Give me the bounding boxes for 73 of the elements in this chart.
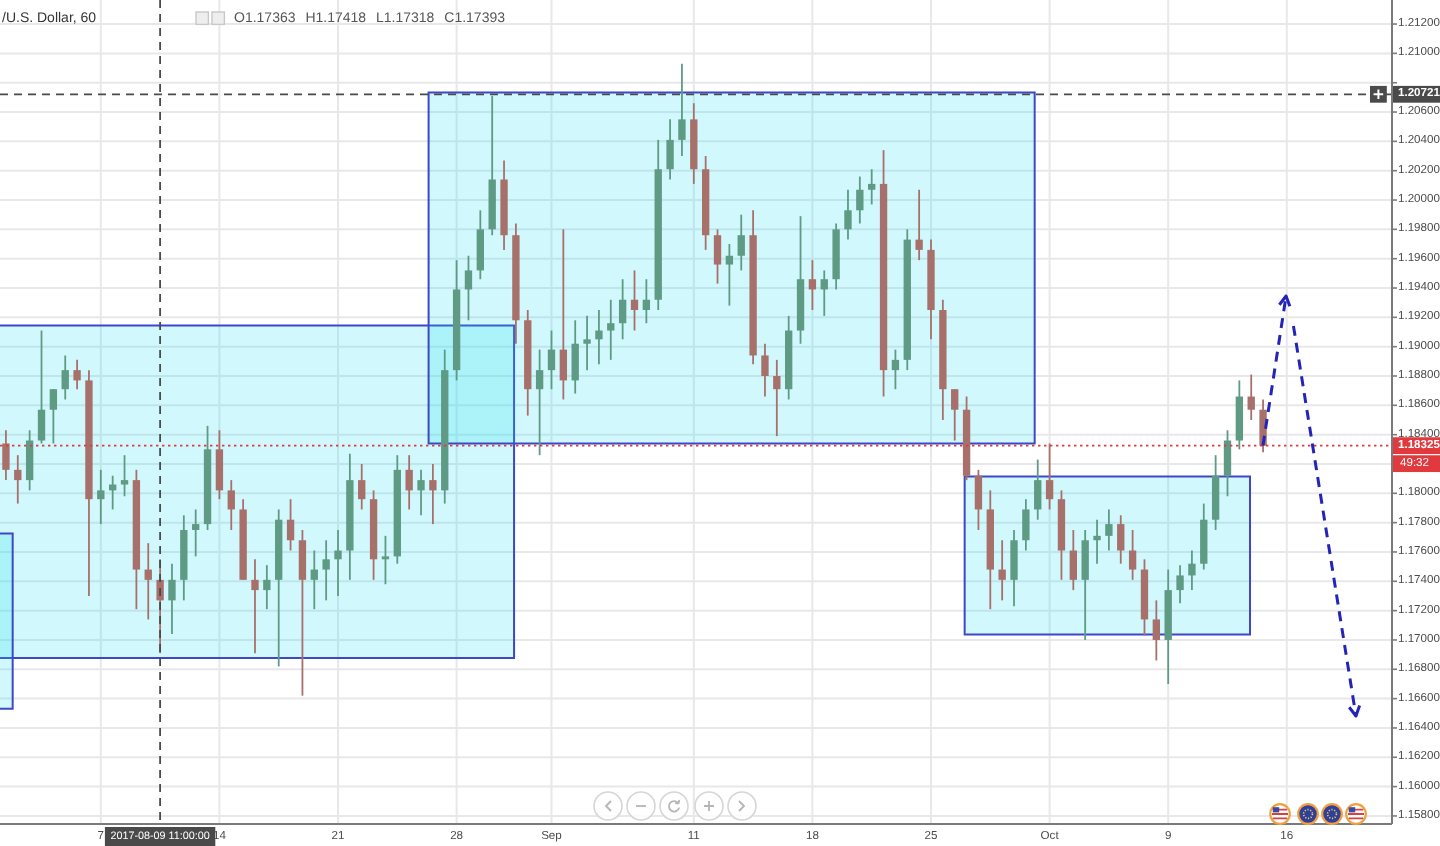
candlestick bbox=[547, 329, 556, 391]
candlestick bbox=[1128, 529, 1137, 581]
candlestick bbox=[168, 562, 176, 635]
candlestick bbox=[192, 508, 200, 558]
candlestick bbox=[998, 539, 1006, 602]
candlestick bbox=[844, 188, 852, 241]
candlestick bbox=[618, 278, 627, 341]
candlestick bbox=[429, 463, 437, 526]
candlestick bbox=[630, 269, 639, 332]
candlestick bbox=[820, 269, 828, 317]
candlestick bbox=[417, 468, 425, 517]
candlestick bbox=[891, 348, 900, 391]
candlestick bbox=[215, 429, 224, 501]
candlestick bbox=[868, 168, 876, 206]
candlestick bbox=[737, 213, 745, 272]
candlestick bbox=[1069, 529, 1077, 591]
candlestick bbox=[974, 468, 983, 531]
candlestick bbox=[773, 358, 781, 438]
candlestick bbox=[251, 558, 259, 655]
candlestick bbox=[808, 259, 817, 311]
candlestick bbox=[915, 188, 923, 262]
candlestick bbox=[1247, 373, 1255, 421]
candlestick bbox=[1188, 549, 1196, 591]
candlestick bbox=[2, 429, 10, 482]
candlestick bbox=[1235, 379, 1244, 451]
candlestick bbox=[263, 564, 271, 611]
candlestick bbox=[1117, 514, 1125, 565]
candlestick bbox=[713, 228, 722, 285]
candlestick bbox=[25, 429, 34, 492]
candlestick bbox=[856, 175, 864, 225]
candlestick bbox=[381, 534, 390, 586]
candlestick bbox=[37, 329, 46, 445]
candlestick bbox=[1211, 454, 1220, 531]
candlestick bbox=[464, 254, 473, 322]
candlestick bbox=[1200, 502, 1208, 571]
candlestick bbox=[571, 319, 579, 395]
candlestick bbox=[120, 454, 129, 498]
candlestick bbox=[1176, 564, 1184, 605]
candlestick bbox=[286, 498, 295, 552]
candlestick bbox=[642, 278, 651, 325]
candlestick bbox=[358, 463, 366, 511]
candlestick bbox=[310, 549, 318, 611]
candlestick bbox=[49, 388, 58, 445]
candlestick bbox=[1010, 529, 1018, 608]
candlestick bbox=[1152, 599, 1161, 662]
candlestick bbox=[666, 118, 674, 181]
candlestick bbox=[1093, 518, 1101, 565]
candlestick bbox=[298, 529, 307, 697]
candlestick bbox=[678, 62, 686, 157]
candlestick bbox=[1045, 442, 1054, 511]
candlestick bbox=[1034, 458, 1042, 521]
candlestick bbox=[595, 309, 603, 366]
candlestick bbox=[1223, 429, 1232, 498]
candlestick bbox=[97, 468, 105, 526]
candlestick bbox=[61, 354, 69, 401]
candlestick bbox=[322, 539, 330, 602]
candlestick bbox=[14, 454, 22, 505]
candlestick bbox=[1022, 498, 1030, 552]
candlestick bbox=[607, 298, 615, 361]
candlestick bbox=[227, 479, 235, 531]
candlestick bbox=[476, 209, 484, 281]
candlestick bbox=[405, 454, 413, 511]
candlestick bbox=[334, 529, 342, 597]
candlestick bbox=[951, 388, 959, 442]
candlestick bbox=[535, 348, 544, 457]
candlestick bbox=[144, 542, 152, 621]
candlestick bbox=[1081, 529, 1089, 641]
candlestick bbox=[583, 314, 591, 372]
candlestick bbox=[725, 243, 734, 307]
candlestick bbox=[559, 228, 568, 401]
candlestick bbox=[1105, 508, 1113, 552]
candlestick bbox=[761, 342, 769, 398]
candlestick bbox=[73, 358, 81, 391]
